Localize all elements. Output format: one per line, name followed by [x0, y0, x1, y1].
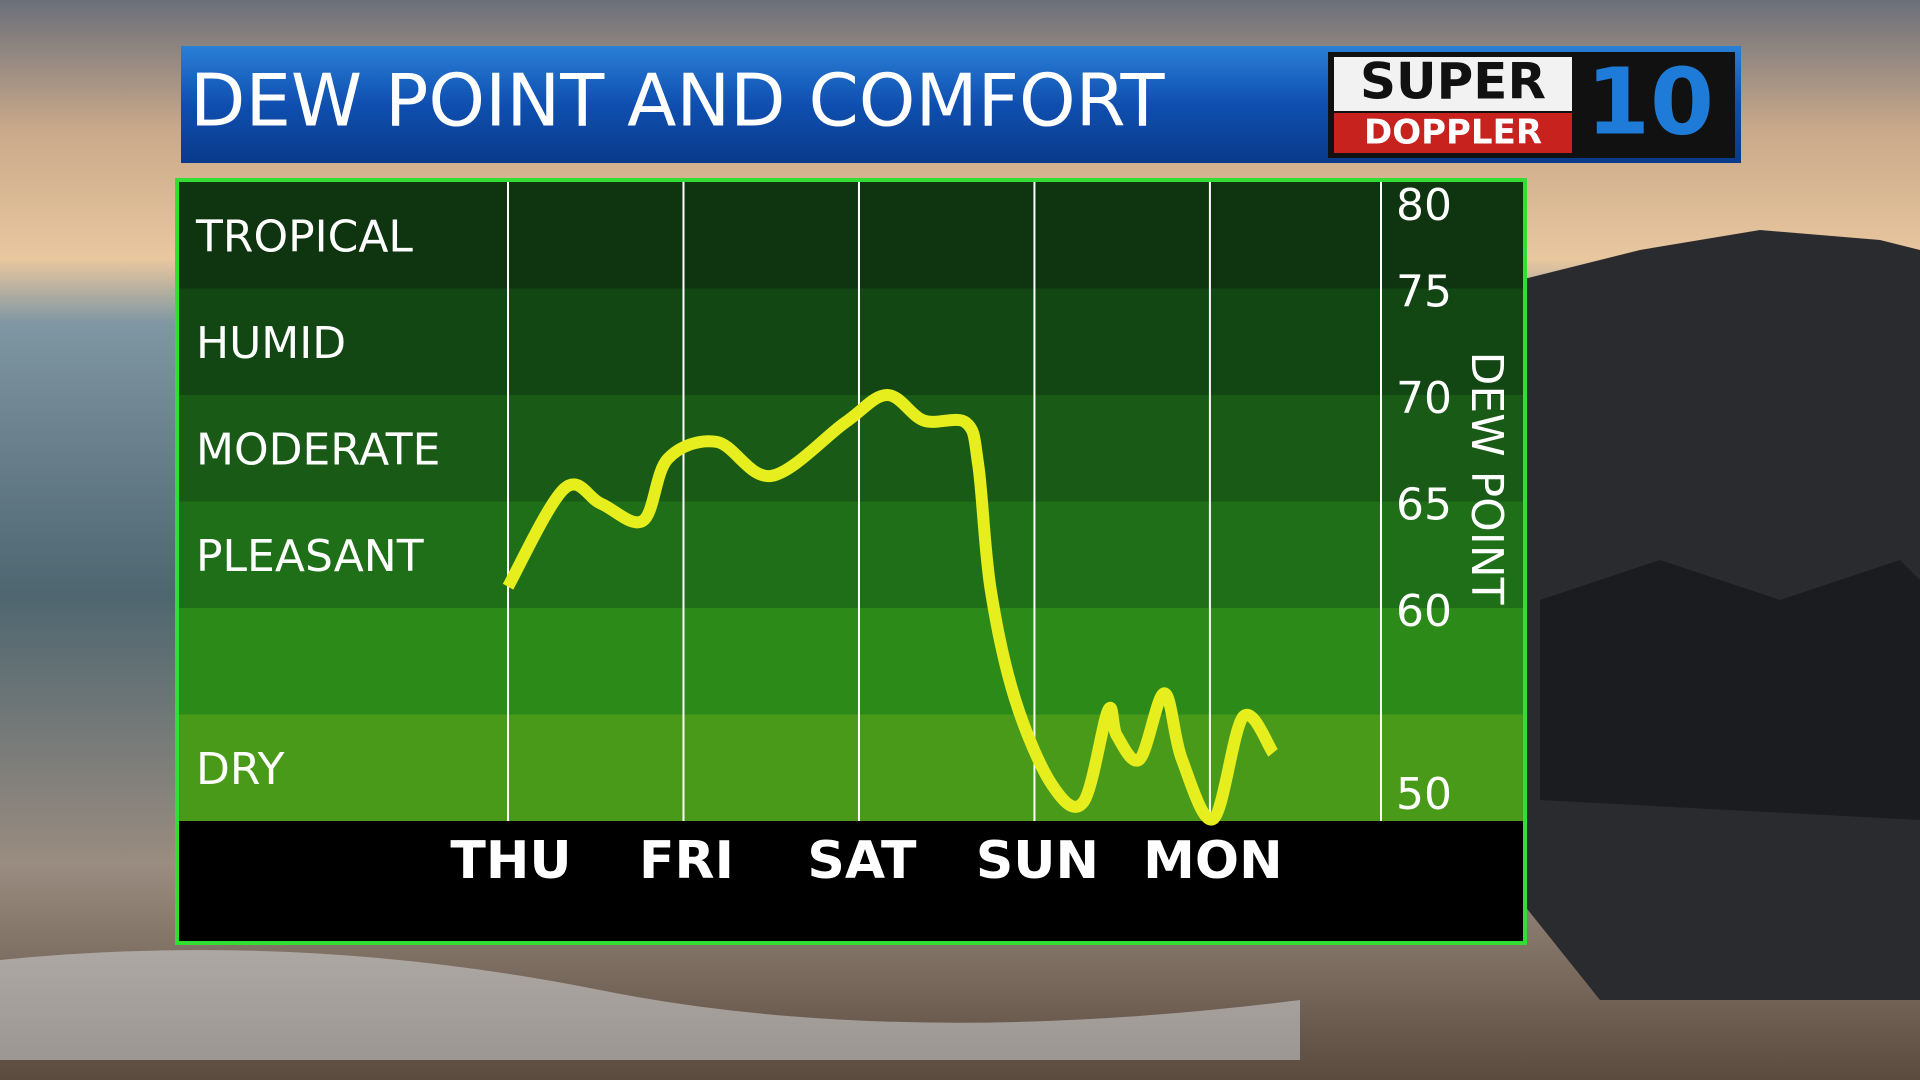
comfort-zone — [179, 288, 1523, 395]
x-tick-label: FRI — [639, 831, 734, 891]
y-tick-label: 80 — [1396, 180, 1452, 231]
chart-title: DEW POINT AND COMFORT — [190, 59, 1165, 143]
y-tick-label: 70 — [1396, 373, 1452, 424]
comfort-zone — [179, 501, 1523, 608]
y-tick-label: 60 — [1396, 586, 1452, 637]
zone-label: DRY — [196, 744, 285, 795]
comfort-zone — [179, 182, 1523, 289]
logo-bottom — [1334, 113, 1572, 153]
y-axis-label: DEW POINT — [1461, 351, 1512, 604]
comfort-zone — [179, 608, 1523, 715]
logo: SUPER DOPPLER 10 — [1328, 48, 1735, 158]
day-strip — [179, 823, 1523, 941]
foam — [0, 950, 1300, 1060]
zone-label: TROPICAL — [195, 211, 413, 262]
logo-mark: 10 — [1586, 48, 1714, 155]
rocks-shadow — [1540, 560, 1920, 820]
dew-point-line — [502, 389, 1279, 826]
logo-top — [1334, 57, 1572, 111]
y-tick-label: 65 — [1396, 480, 1452, 531]
x-tick-label: SAT — [807, 831, 917, 891]
x-tick-label: SUN — [976, 831, 1099, 891]
y-tick-label: 50 — [1396, 769, 1452, 820]
y-tick-label: 75 — [1396, 267, 1452, 318]
x-tick-label: MON — [1143, 831, 1282, 891]
logo-super: SUPER — [1360, 53, 1546, 111]
zone-label: MODERATE — [196, 424, 440, 475]
comfort-zone — [179, 714, 1523, 821]
zone-label: PLEASANT — [196, 531, 424, 582]
zone-label: HUMID — [196, 318, 346, 369]
x-tick-label: THU — [450, 831, 571, 891]
logo-doppler: DOPPLER — [1364, 113, 1542, 153]
